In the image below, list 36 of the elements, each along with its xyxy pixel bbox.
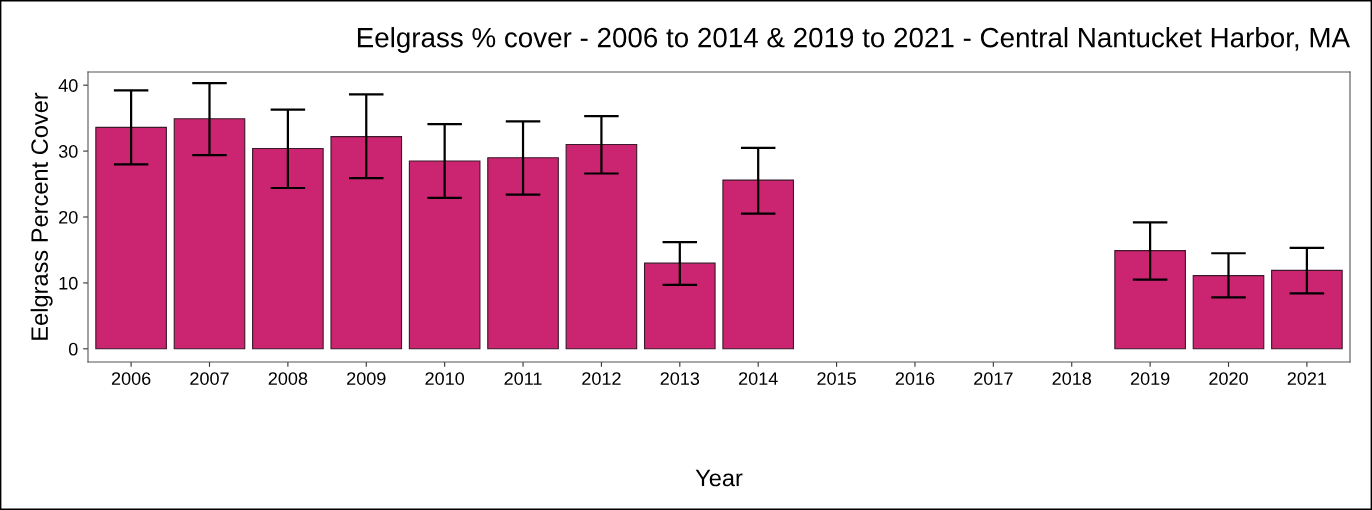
y-tick-label: 40 — [58, 79, 78, 92]
x-tick-label: 2010 — [425, 372, 465, 385]
x-tick-label: 2011 — [504, 372, 542, 385]
bar — [330, 136, 403, 350]
x-tick-label: 2009 — [347, 372, 386, 385]
x-tick-label: 2014 — [739, 372, 778, 385]
x-tick-label: 2020 — [1209, 372, 1248, 385]
x-tick-label: 2021 — [1287, 372, 1327, 385]
x-tick-label: 2006 — [111, 372, 151, 385]
bar — [1192, 275, 1265, 350]
x-tick-label: 2013 — [660, 372, 700, 385]
x-tick-label: 2012 — [582, 372, 621, 385]
bar — [722, 179, 795, 350]
bar — [408, 160, 481, 350]
bar — [1114, 250, 1186, 350]
bar — [173, 118, 246, 350]
x-tick-label: 2007 — [190, 372, 229, 385]
x-tick-label: 2015 — [817, 372, 856, 385]
y-tick-label: 20 — [59, 210, 78, 224]
y-tick-label: 0 — [68, 342, 78, 356]
x-tick-label: 2016 — [895, 372, 935, 385]
bar — [487, 157, 559, 350]
y-tick-label: 30 — [58, 145, 78, 158]
y-tick-label: 10 — [59, 276, 78, 290]
chart-title: Eelgrass % cover - 2006 to 2014 & 2019 to 2021 - Central Nantucket Harbor, MA — [357, 27, 1351, 53]
bar — [565, 143, 638, 350]
x-tick-label: 2017 — [974, 372, 1013, 385]
bar — [95, 126, 167, 350]
x-tick-label: 2019 — [1130, 372, 1170, 385]
bar — [1271, 269, 1343, 350]
x-tick-label: 2018 — [1052, 372, 1092, 385]
y-axis-title: Eelgrass Percent Cover — [30, 92, 53, 340]
bar — [252, 147, 324, 350]
x-axis-title: Year — [695, 469, 743, 487]
x-tick-label: 2008 — [268, 372, 308, 385]
bar — [643, 262, 716, 350]
